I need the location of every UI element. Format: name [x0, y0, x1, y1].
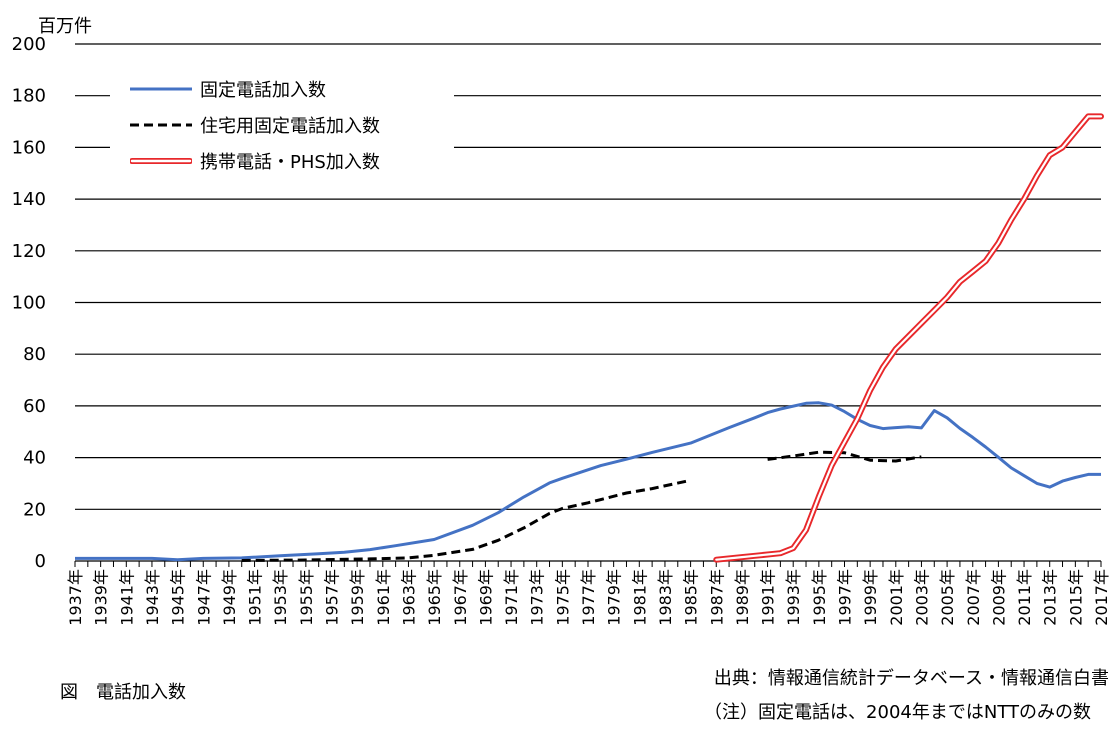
x-tick-label: 1949年 [220, 569, 239, 626]
x-tick-label: 1961年 [374, 569, 393, 626]
source-text: 出典：情報通信統計データベース・情報通信白書 [713, 668, 1109, 689]
legend-swatch-mobile [130, 158, 192, 164]
note-text: （注）固定電話は、2004年まではNTTのみの数 [704, 702, 1091, 723]
x-tick-label: 1939年 [92, 569, 111, 626]
legend-label-residential: 住宅用固定電話加入数 [200, 116, 380, 137]
y-tick-label: 100 [12, 293, 46, 314]
x-tick-label: 2007年 [964, 569, 983, 626]
x-tick-label: 1987年 [707, 569, 726, 626]
x-tick-label: 1989年 [733, 569, 752, 626]
x-tick-label: 1937年 [66, 569, 85, 626]
x-tick-label: 1997年 [836, 569, 855, 626]
legend-label-fixed: 固定電話加入数 [200, 80, 326, 101]
x-tick-label: 2001年 [887, 569, 906, 626]
x-tick-label: 2011年 [1015, 569, 1034, 626]
x-tick-label: 1975年 [553, 569, 572, 626]
x-tick-label: 2003年 [912, 569, 931, 626]
x-tick-label: 1991年 [759, 569, 778, 626]
x-tick-label: 1945年 [169, 569, 188, 626]
x-tick-label: 1959年 [348, 569, 367, 626]
x-tick-label: 1971年 [502, 569, 521, 626]
y-tick-label: 140 [12, 189, 46, 210]
x-tick-label: 1973年 [528, 569, 547, 626]
x-tick-label: 2009年 [989, 569, 1008, 626]
y-axis-unit-label: 百万件 [38, 16, 92, 37]
y-tick-label: 180 [12, 86, 46, 107]
x-tick-label: 2005年 [938, 569, 957, 626]
x-tick-label: 1941年 [117, 569, 136, 626]
x-tick-label: 1955年 [297, 569, 316, 626]
x-tick-label: 1993年 [784, 569, 803, 626]
x-tick-label: 1957年 [323, 569, 342, 626]
y-tick-label: 40 [23, 448, 46, 469]
y-tick-label: 200 [12, 34, 46, 55]
y-tick-label: 120 [12, 241, 46, 262]
x-tick-label: 1981年 [630, 569, 649, 626]
x-tick-label: 1969年 [476, 569, 495, 626]
y-tick-label: 20 [23, 499, 46, 520]
legend-item-fixed: 固定電話加入数 [130, 76, 326, 102]
x-tick-label: 1979年 [605, 569, 624, 626]
x-tick-label: 1977年 [579, 569, 598, 626]
series-line-residential [241, 478, 691, 562]
figure-caption: 図 電話加入数 [60, 682, 186, 703]
x-tick-label: 1983年 [656, 569, 675, 626]
y-tick-label: 160 [12, 137, 46, 158]
x-tick-label: 1963年 [399, 569, 418, 626]
series-line-residential [767, 450, 922, 463]
series-line-mobile-inner [715, 115, 1103, 561]
x-tick-label: 2017年 [1092, 569, 1111, 626]
legend-swatch-residential [130, 123, 192, 127]
x-tick-label: 2015年 [1066, 569, 1085, 626]
legend-label-mobile: 携帯電話・PHS加入数 [200, 152, 380, 173]
x-tick-label: 1951年 [246, 569, 265, 626]
legend-item-residential: 住宅用固定電話加入数 [130, 112, 380, 138]
x-tick-label: 1965年 [425, 569, 444, 626]
x-tick-label: 1995年 [810, 569, 829, 626]
x-tick-label: 1985年 [682, 569, 701, 626]
x-tick-label: 1947年 [194, 569, 213, 626]
legend-swatch-fixed [130, 87, 192, 91]
x-tick-label: 1967年 [451, 569, 470, 626]
y-tick-label: 0 [35, 551, 46, 572]
x-tick-label: 1953年 [271, 569, 290, 626]
x-tick-label: 2013年 [1041, 569, 1060, 626]
series-line-mobile [713, 113, 1104, 563]
x-tick-label: 1943年 [143, 569, 162, 626]
legend-item-mobile: 携帯電話・PHS加入数 [130, 148, 380, 174]
legend: 固定電話加入数 住宅用固定電話加入数 携帯電話・PHS加入数 [110, 76, 454, 182]
series-line-fixed [75, 401, 1101, 562]
y-tick-label: 80 [23, 344, 46, 365]
x-tick-label: 1999年 [861, 569, 880, 626]
y-tick-label: 60 [23, 396, 46, 417]
